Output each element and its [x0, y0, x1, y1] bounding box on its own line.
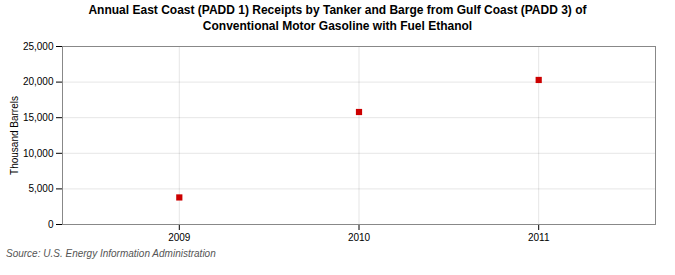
svg-text:10,000: 10,000 [23, 148, 54, 159]
svg-text:2009: 2009 [168, 232, 191, 243]
svg-text:5,000: 5,000 [28, 183, 53, 194]
svg-text:2011: 2011 [528, 232, 550, 243]
svg-text:2010: 2010 [348, 232, 371, 243]
svg-text:0: 0 [48, 219, 54, 230]
svg-text:15,000: 15,000 [23, 112, 54, 123]
html-text:Annual East Coast (PADD 1) Rec: Annual East Coast (PADD 1) Receipts by T… [88, 3, 587, 33]
svg-text:25,000: 25,000 [23, 41, 54, 52]
svg-text:20,000: 20,000 [23, 76, 54, 87]
svg-text:Thousand Barrels: Thousand Barrels [9, 96, 20, 175]
html-text:Source: U.S. Energy Informatio: Source: U.S. Energy Information Administ… [6, 248, 216, 260]
